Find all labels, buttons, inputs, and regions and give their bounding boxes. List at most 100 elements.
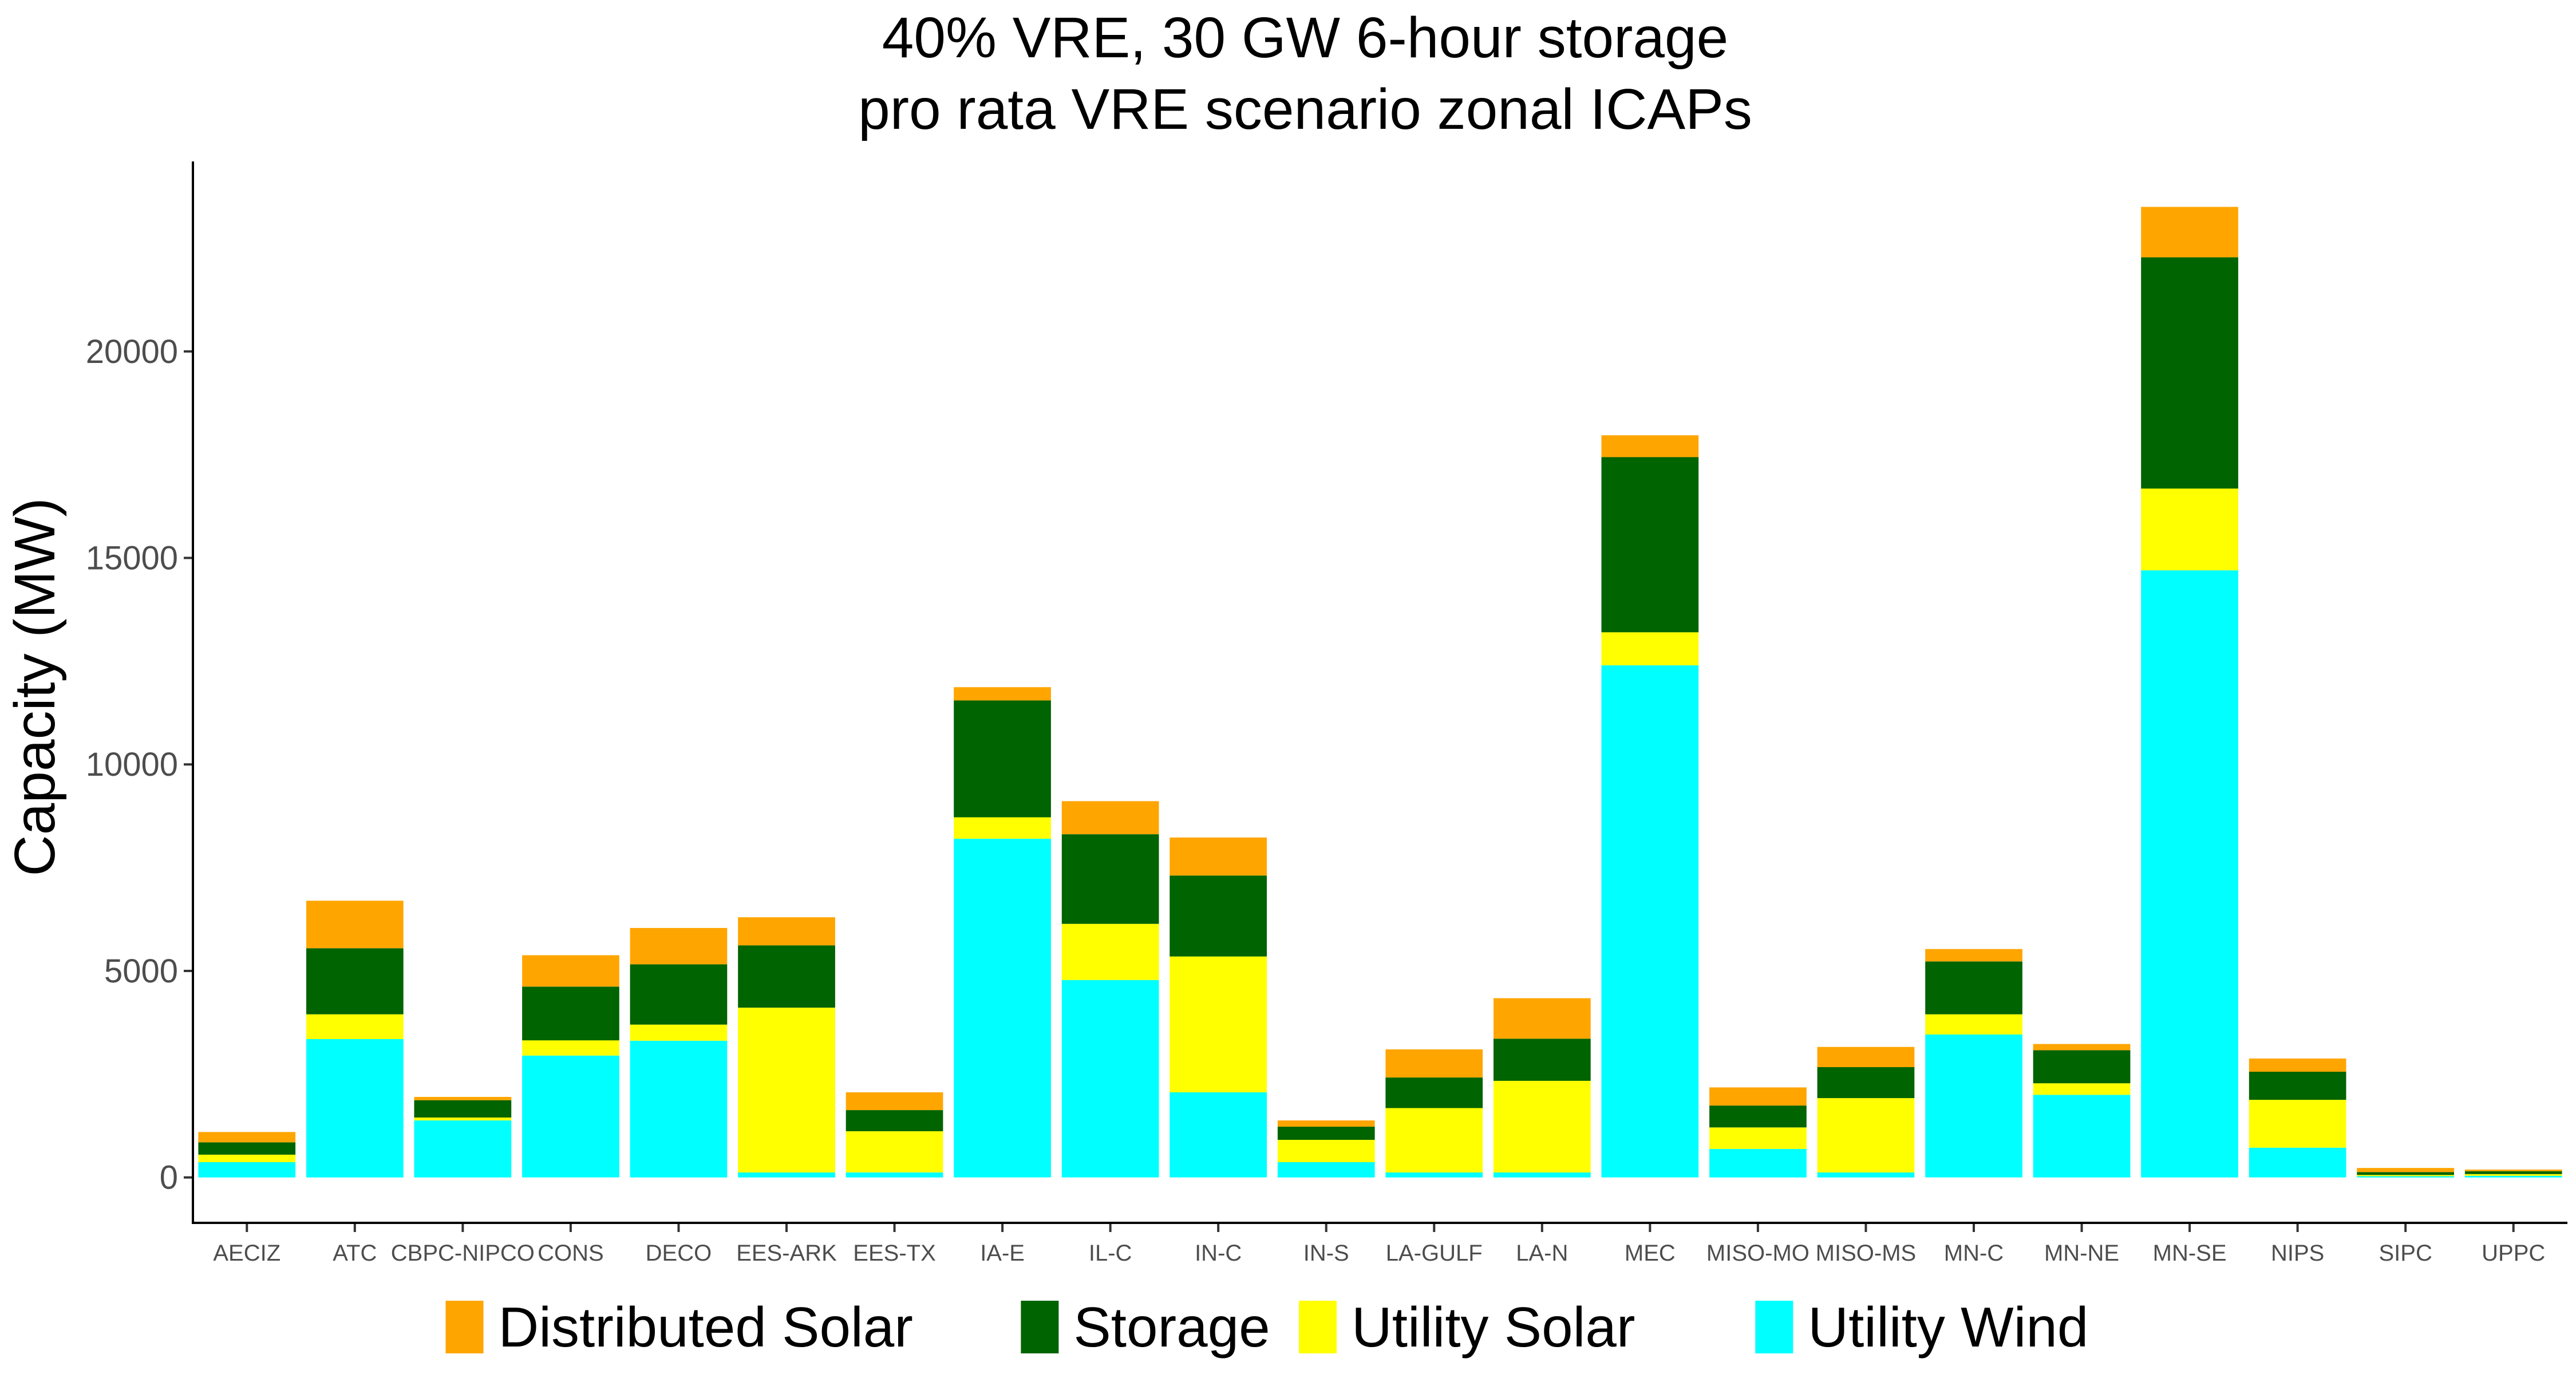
bar-la-n-utility-wind — [1494, 1172, 1591, 1178]
bar-nips-utility-solar — [2249, 1100, 2346, 1148]
bar-mec-distributed-solar — [1601, 435, 1699, 457]
y-axis-ticks: 0 5000 10000 15000 20000 — [86, 333, 193, 1197]
bar-ia-e-utility-solar — [954, 817, 1051, 839]
bar-uppc-utility-solar — [2464, 1174, 2562, 1176]
bar-miso-ms-storage — [1817, 1067, 1915, 1099]
bar-mec-utility-wind — [1601, 665, 1699, 1178]
bar-ees-ark-distributed-solar — [738, 917, 835, 946]
bar-cons-utility-solar — [522, 1040, 619, 1056]
bar-atc-distributed-solar — [306, 901, 404, 949]
bar-miso-mo-utility-solar — [1709, 1127, 1807, 1149]
bar-in-s-distributed-solar — [1277, 1120, 1375, 1127]
bar-deco-distributed-solar — [630, 927, 728, 965]
bar-il-c-utility-solar — [1061, 923, 1159, 980]
bar-cbpc-nipco-utility-wind — [414, 1120, 512, 1178]
bar-sipc-utility-solar — [2357, 1175, 2454, 1176]
bar-in-c-storage — [1170, 875, 1267, 957]
bar-ia-e-storage — [954, 700, 1051, 818]
bar-in-s-utility-solar — [1277, 1140, 1375, 1162]
bar-mn-c-utility-solar — [1925, 1014, 2022, 1035]
x-tick-label-mn-c: MN-C — [1944, 1241, 2004, 1266]
bar-sipc-distributed-solar — [2357, 1168, 2454, 1172]
bar-cbpc-nipco-utility-solar — [414, 1118, 512, 1120]
bar-miso-mo-storage — [1709, 1105, 1807, 1128]
bar-il-c-storage — [1061, 834, 1159, 924]
x-tick-label-in-c: IN-C — [1195, 1241, 1242, 1266]
bar-miso-mo-distributed-solar — [1709, 1087, 1807, 1106]
x-tick-label-miso-ms: MISO-MS — [1816, 1241, 1917, 1266]
x-tick-label-ees-ark: EES-ARK — [736, 1241, 837, 1266]
bar-mec-utility-solar — [1601, 632, 1699, 666]
x-tick-label-ees-tx: EES-TX — [853, 1241, 935, 1266]
legend: Distributed Solar Storage Utility Solar Uti… — [445, 1296, 2088, 1359]
x-tick-label-mn-se: MN-SE — [2153, 1241, 2227, 1266]
bar-atc-storage — [306, 948, 404, 1014]
bar-in-c-utility-solar — [1170, 956, 1267, 1092]
x-tick-label-atc: ATC — [333, 1241, 377, 1266]
x-tick-label-mec: MEC — [1625, 1241, 1676, 1266]
bar-mn-ne-distributed-solar — [2033, 1044, 2131, 1051]
legend-swatch-utility-solar — [1299, 1301, 1337, 1353]
bar-mn-se-utility-solar — [2141, 488, 2238, 571]
bar-il-c-utility-wind — [1061, 980, 1159, 1178]
y-tick-label: 15000 — [86, 540, 178, 577]
bar-ees-ark-utility-wind — [738, 1172, 835, 1178]
bar-aeciz-utility-solar — [198, 1155, 296, 1162]
bars — [198, 207, 2562, 1178]
y-tick-label: 5000 — [104, 953, 178, 990]
bar-mn-ne-utility-wind — [2033, 1095, 2131, 1178]
bar-ia-e-utility-wind — [954, 839, 1051, 1178]
bar-ees-tx-distributed-solar — [846, 1092, 943, 1110]
bar-aeciz-utility-wind — [198, 1162, 296, 1178]
x-tick-label-la-gulf: LA-GULF — [1386, 1241, 1483, 1266]
bar-la-n-storage — [1494, 1039, 1591, 1081]
bar-ees-tx-storage — [846, 1110, 943, 1131]
bar-aeciz-distributed-solar — [198, 1132, 296, 1143]
bar-ia-e-distributed-solar — [954, 687, 1051, 701]
bar-sipc-storage — [2357, 1172, 2454, 1175]
bar-la-gulf-utility-wind — [1385, 1172, 1483, 1178]
bar-cons-distributed-solar — [522, 955, 619, 987]
legend-label-distributed-solar: Distributed Solar — [499, 1296, 913, 1359]
chart-title-line2: pro rata VRE scenario zonal ICAPs — [858, 77, 1752, 141]
bar-uppc-storage — [2464, 1171, 2562, 1174]
bar-in-s-utility-wind — [1277, 1162, 1375, 1178]
x-tick-label-cbpc-nipco: CBPC-NIPCO — [391, 1241, 535, 1266]
bar-mn-ne-utility-solar — [2033, 1083, 2131, 1095]
bar-ees-ark-storage — [738, 945, 835, 1008]
bar-ees-tx-utility-wind — [846, 1172, 943, 1178]
bar-deco-storage — [630, 964, 728, 1025]
bar-mn-ne-storage — [2033, 1050, 2131, 1084]
bar-miso-mo-utility-wind — [1709, 1148, 1807, 1178]
bar-mn-se-storage — [2141, 257, 2238, 489]
y-tick-label: 10000 — [86, 746, 178, 783]
x-tick-label-in-s: IN-S — [1303, 1241, 1349, 1266]
x-tick-label-miso-mo: MISO-MO — [1706, 1241, 1809, 1266]
bar-nips-utility-wind — [2249, 1147, 2346, 1178]
bar-in-c-utility-wind — [1170, 1092, 1267, 1178]
bar-cons-storage — [522, 986, 619, 1041]
bar-deco-utility-wind — [630, 1040, 728, 1178]
bar-deco-utility-solar — [630, 1024, 728, 1041]
x-tick-label-mn-ne: MN-NE — [2044, 1241, 2119, 1266]
bar-in-c-distributed-solar — [1170, 837, 1267, 876]
bar-mn-se-utility-wind — [2141, 570, 2238, 1178]
bar-in-s-storage — [1277, 1126, 1375, 1140]
x-tick-label-cons: CONS — [538, 1241, 604, 1266]
bar-nips-distributed-solar — [2249, 1058, 2346, 1072]
y-tick-label: 0 — [160, 1159, 178, 1197]
legend-label-utility-solar: Utility Solar — [1352, 1296, 1635, 1359]
bar-mn-se-distributed-solar — [2141, 207, 2238, 258]
y-tick-label: 20000 — [86, 333, 178, 370]
bar-aeciz-storage — [198, 1142, 296, 1155]
y-axis-label: Capacity (MW) — [3, 498, 67, 876]
bar-atc-utility-solar — [306, 1014, 404, 1039]
bar-la-n-distributed-solar — [1494, 998, 1591, 1039]
x-tick-label-il-c: IL-C — [1089, 1241, 1132, 1266]
bar-la-gulf-distributed-solar — [1385, 1049, 1483, 1078]
bar-miso-ms-utility-wind — [1817, 1172, 1915, 1178]
x-tick-label-ia-e: IA-E — [980, 1241, 1025, 1266]
legend-swatch-storage — [1021, 1301, 1059, 1353]
bar-cbpc-nipco-distributed-solar — [414, 1097, 512, 1100]
